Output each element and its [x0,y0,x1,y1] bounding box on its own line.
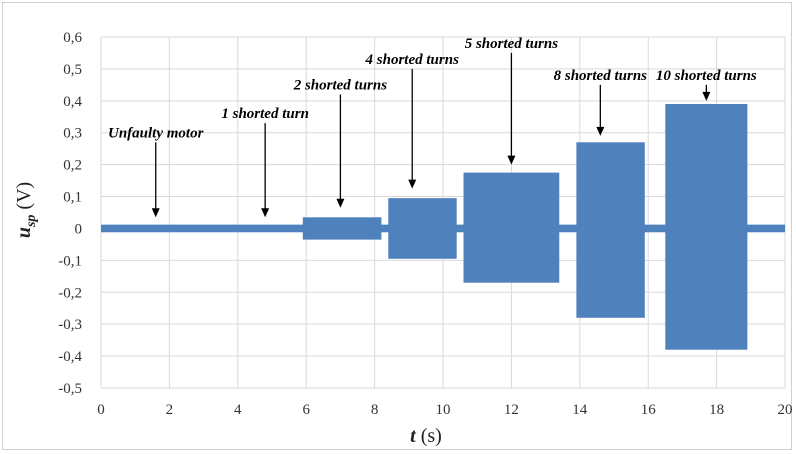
annotation-arrowhead-1 [261,208,270,218]
x-axis-label: t (s) [410,425,442,447]
x-tick-label: 16 [641,402,657,418]
x-tick-label: 12 [504,402,519,418]
y-tick-label: 0,2 [63,158,82,174]
y-tick-label: -0,5 [58,381,82,397]
annotation-label: 10 shorted turns [656,68,757,84]
x-tick-label: 6 [302,402,310,418]
annotation-arrowhead-4 [507,155,516,165]
x-tick-label: 14 [572,402,588,418]
annotation-label: 4 shorted turns [365,52,460,68]
annotation-arrowhead-5 [596,126,605,136]
y-tick-label: 0,1 [63,190,82,206]
y-tick-label: 0,6 [63,30,82,46]
signal-envelope-1 [302,217,382,240]
x-tick-label: 2 [166,402,174,418]
y-axis-label: usp (V) [13,182,39,238]
y-axis-subscript: sp [24,215,39,228]
annotation-arrowhead-3 [408,179,417,189]
annotation-label: 5 shorted turns [465,36,559,52]
x-tick-label: 4 [234,402,242,418]
x-axis-unit: (s) [416,425,442,447]
y-axis-unit: (V) [13,182,35,215]
annotation-arrowhead-2 [336,198,345,208]
annotation-label: 2 shorted turns [293,77,388,93]
y-tick-label: 0,5 [63,62,82,78]
annotation-label: Unfaulty motor [108,125,204,141]
x-tick-label: 10 [436,402,451,418]
x-tick-label: 8 [371,402,379,418]
y-tick-label: -0,3 [58,317,82,333]
signal-envelope-5 [665,104,748,350]
annotation-arrowhead-0 [151,208,160,218]
x-tick-label: 20 [778,402,793,418]
signal-series [101,104,785,350]
chart-frame [2,2,792,450]
y-tick-label: 0 [75,221,83,237]
x-tick-label: 0 [97,402,105,418]
signal-envelope-3 [463,172,560,283]
signal-envelope-2 [388,198,457,259]
y-tick-label: 0,3 [63,126,82,142]
annotations: Unfaulty motor 1 shorted turn 2 shorted tu… [108,36,757,218]
annotation-label: 8 shorted turns [554,68,648,84]
x-tick-labels: 0 2 4 6 8 10 12 14 16 18 20 [97,402,792,418]
annotation-arrowhead-6 [702,91,711,101]
signal-envelope-4 [576,142,645,318]
y-tick-label: -0,2 [58,285,82,301]
y-tick-labels: -0,5 -0,4 -0,3 -0,2 -0,1 0 0,1 0,2 0,3 0,4 0,5 0,6 [58,30,82,397]
x-tick-label: 18 [709,402,724,418]
y-axis-variable: u [13,227,35,238]
annotation-label: 1 shorted turn [221,106,309,122]
y-tick-label: -0,1 [58,253,82,269]
y-tick-label: 0,4 [63,94,82,110]
y-tick-label: -0,4 [58,349,82,365]
signal-envelope-0 [101,225,303,232]
x-axis-variable: t [410,425,417,447]
